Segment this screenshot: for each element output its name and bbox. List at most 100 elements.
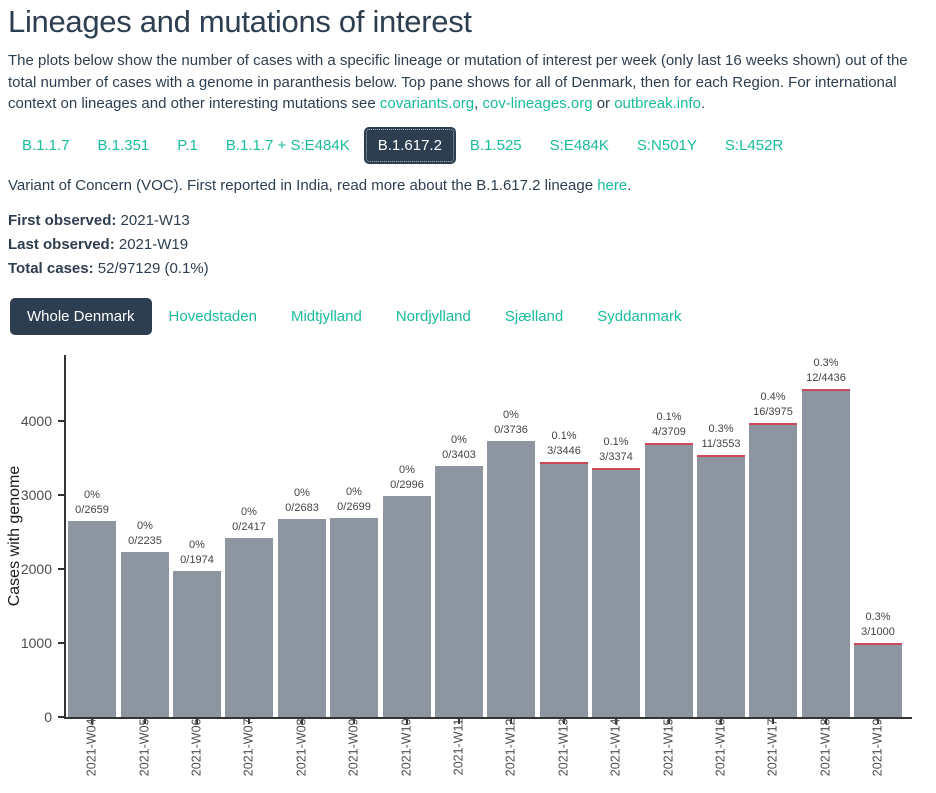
bar-2021-W11[interactable] [435,465,483,717]
x-tick-label: 2021-W06 [189,718,204,776]
y-tick [58,419,64,422]
x-tick-label: 2021-W12 [503,718,518,776]
y-tick-label: 4000 [20,412,52,429]
bar-2021-W15[interactable] [645,442,693,717]
x-tick-label: 2021-W17 [765,718,780,776]
y-tick [58,641,64,644]
bar-2021-W12[interactable] [487,440,535,717]
bar-label: 0% 0/2996 [367,463,447,493]
bar-2021-W06[interactable] [173,570,221,717]
tab-s-n501y[interactable]: S:N501Y [636,136,697,154]
y-axis-line [64,354,66,719]
tab-b-1-351[interactable]: B.1.351 [97,136,150,154]
x-axis-line [64,716,912,719]
bar-2021-W16[interactable] [697,454,745,717]
bar-label: 0.1% 3/3374 [576,435,656,465]
x-tick [668,718,670,724]
bar-label-pct: 0% [503,408,519,421]
tab-b-1-525[interactable]: B.1.525 [469,136,522,154]
first-observed-line: First observed: 2021-W13 [8,209,928,233]
tab-nordjylland[interactable]: Nordjylland [395,307,471,325]
tab-s-e484k[interactable]: S:E484K [549,136,609,154]
bar-label-pct: 0% [451,433,467,446]
x-tick-label: 2021-W14 [608,718,623,776]
bar-variant-segment [645,442,693,445]
x-tick [720,718,722,724]
x-tick [510,718,512,724]
last-observed-value: 2021-W19 [114,235,189,253]
bar-label-frac: 0/2699 [337,500,371,513]
x-tick [301,718,303,724]
tab-b-1-617-2[interactable]: B.1.617.2 [363,126,456,164]
variant-description-period: . [627,176,632,194]
y-tick-label: 1000 [20,634,52,651]
tab-midtjylland[interactable]: Midtjylland [290,307,362,325]
intro-sep1: , [474,95,483,112]
first-observed-value: 2021-W13 [116,211,190,229]
x-tick [196,718,198,724]
bar-chart: 0 1000 2000 3000 4000 Cases with genome 0% 0/26… [0,350,936,793]
tab-whole-denmark[interactable]: Whole Denmark [10,297,152,335]
bar-label-pct: 0% [241,505,257,518]
bar-2021-W19[interactable] [854,642,902,717]
bar-label: 0.1% 3/3446 [524,429,604,459]
bar-2021-W17[interactable] [749,422,797,717]
y-tick-label: 2000 [20,560,52,577]
bar-2021-W09[interactable] [330,517,378,717]
link-outbreak-info[interactable]: outbreak.info [614,95,701,112]
y-tick [58,567,64,570]
tab-b-1-1-7-s-e484k[interactable]: B.1.1.7 + S:E484K [225,136,350,154]
x-tick-label: 2021-W04 [84,718,99,776]
tab-s-l452r[interactable]: S:L452R [724,136,784,154]
x-tick-label: 2021-W16 [713,718,728,776]
x-tick-label: 2021-W15 [661,718,676,776]
intro-period: . [700,95,706,112]
link-covariants[interactable]: covariants.org [379,95,475,112]
tab-b-1-1-7[interactable]: B.1.1.7 [22,136,70,154]
bar-2021-W05[interactable] [121,551,169,717]
bar-label-frac: 12/4436 [806,371,846,384]
intro-sep2: or [592,95,615,112]
x-tick [406,718,408,724]
bar-label: 0.3% 3/1000 [838,610,918,640]
bar-2021-W08[interactable] [278,518,326,717]
bar-variant-segment [540,461,588,464]
tab-syddanmark[interactable]: Syddanmark [597,307,682,325]
bar-2021-W13[interactable] [540,461,588,717]
last-observed-label: Last observed: [8,235,115,253]
bar-label-frac: 4/3709 [652,425,686,438]
bar-variant-segment [854,642,902,645]
x-tick-label: 2021-W11 [451,718,466,775]
link-cov-lineages[interactable]: cov-lineages.org [482,95,593,112]
bar-label: 0% 0/2683 [262,486,342,516]
bar-label-pct: 0.3% [813,356,839,369]
bar-label: 0% 0/1974 [157,538,237,568]
bar-variant-segment [749,422,797,425]
bar-label-pct: 0.1% [603,435,629,448]
bar-2021-W10[interactable] [383,495,431,717]
tab-sjaelland[interactable]: Sjælland [504,307,564,325]
x-tick-label: 2021-W13 [556,718,571,776]
bar-label: 0.3% 12/4436 [786,356,866,386]
variant-description-text: Variant of Concern (VOC). First reported… [8,176,598,194]
bar-2021-W18[interactable] [802,388,850,717]
tab-hovedstaden[interactable]: Hovedstaden [168,307,257,325]
y-tick-label: 0 [44,708,52,725]
bar-variant-segment [592,467,640,470]
bar-label-frac: 0/2996 [390,478,424,491]
bar-label-frac: 0/2659 [75,503,109,516]
bar-2021-W04[interactable] [68,520,116,717]
first-observed-label: First observed: [8,211,117,229]
bar-label: 0% 0/2417 [209,505,289,535]
tab-p-1[interactable]: P.1 [177,136,198,154]
bar-label-pct: 0.1% [551,429,577,442]
y-axis-title: Cases with genome [6,465,23,606]
bar-label-frac: 0/2235 [128,534,162,547]
link-here[interactable]: here [597,176,628,194]
bar-label-frac: 0/2417 [232,520,266,533]
bar-2021-W14[interactable] [592,467,640,717]
page: Lineages and mutations of interest The p… [0,4,936,793]
x-tick [353,718,355,724]
bar-2021-W07[interactable] [225,537,273,717]
x-tick [144,718,146,724]
